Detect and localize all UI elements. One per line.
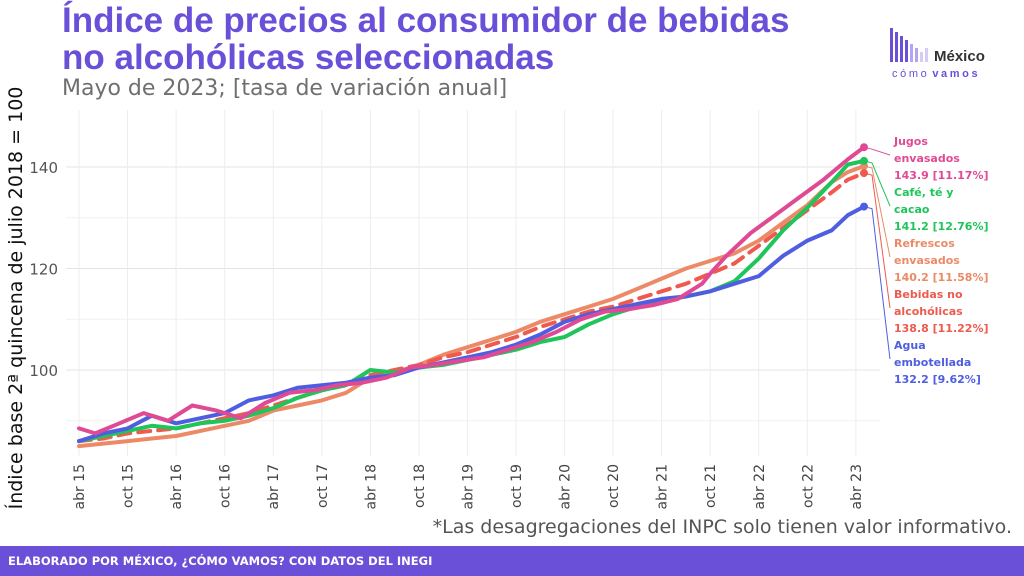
series-label-line2-cafe: cacao <box>894 203 930 216</box>
x-tick-label: oct 22 <box>800 464 816 508</box>
footer-bar: ELABORADO POR MÉXICO, ¿CÓMO VAMOS? CON D… <box>0 546 1024 576</box>
series-line-cafe <box>77 158 866 444</box>
series-lines <box>77 143 868 449</box>
x-tick-label: abr 17 <box>266 464 282 510</box>
series-value-label-cafe: 141.2 [12.76%] <box>894 220 989 233</box>
series-line-refrescos <box>77 164 866 449</box>
footnote: *Las desagregaciones del INPC solo tiene… <box>432 516 1012 538</box>
label-connector-refrescos <box>863 165 891 258</box>
axes: 100 120 140 abr 15 oct 15 abr 16 oct 16 abr 17 o… <box>4 87 865 510</box>
logo-bars-icon <box>890 28 928 62</box>
grid <box>66 110 880 456</box>
series-endpoint-agua <box>860 202 868 211</box>
logo-line2-b: vamos <box>932 68 980 80</box>
y-axis-title: Índice base 2ª quincena de julio 2018 = … <box>4 87 27 510</box>
series-labels: Jugos envasados 143.9 [11.17%] Café, té y ca… <box>863 135 989 386</box>
series-line-bebidas <box>77 171 866 444</box>
series-value-label-bebidas: 138.8 [11.22%] <box>894 322 989 335</box>
x-tick-label: abr 19 <box>460 464 476 510</box>
series-label-line2-jugos: envasados <box>894 152 960 165</box>
x-tick-label: abr 20 <box>558 464 574 510</box>
line-chart: Jugos envasados 143.9 [11.17%] Café, té y ca… <box>4 87 989 510</box>
series-label-line2-bebidas: alcohólicas <box>894 305 963 318</box>
series-label-line2-refrescos: envasados <box>894 254 960 267</box>
x-tick-label: abr 23 <box>849 464 865 510</box>
label-connector-cafe <box>863 160 891 207</box>
x-tick-label: abr 21 <box>655 464 671 510</box>
series-label-line2-agua: embotellada <box>894 356 971 369</box>
label-connector-agua <box>863 206 891 360</box>
mexico-como-vamos-logo: México cómo vamos <box>890 28 985 80</box>
footer-text: ELABORADO POR MÉXICO, ¿CÓMO VAMOS? CON D… <box>8 554 433 568</box>
x-tick-label: oct 17 <box>315 464 331 508</box>
label-connector-bebidas <box>863 172 891 309</box>
series-line-agua <box>77 204 866 444</box>
y-tick-label: 100 <box>29 362 58 380</box>
series-label-line1-bebidas: Bebidas no <box>894 288 963 301</box>
x-tick-label: oct 15 <box>121 464 137 508</box>
x-tick-label: oct 16 <box>218 464 234 508</box>
x-tick-label: oct 21 <box>703 464 719 508</box>
x-tick-label: abr 18 <box>363 464 379 510</box>
x-tick-label: abr 22 <box>752 464 768 510</box>
x-tick-label: oct 19 <box>509 464 525 508</box>
y-tick-label: 140 <box>29 159 58 177</box>
series-value-label-agua: 132.2 [9.62%] <box>894 373 981 386</box>
series-value-label-refrescos: 140.2 [11.58%] <box>894 271 989 284</box>
x-tick-label: abr 16 <box>169 464 185 510</box>
series-label-line1-agua: Agua <box>894 339 926 352</box>
label-connector-jugos <box>863 146 891 156</box>
series-label-line1-cafe: Café, té y <box>894 186 953 199</box>
series-endpoint-bebidas <box>860 169 868 178</box>
x-tick-label: oct 18 <box>412 464 428 508</box>
x-tick-label: abr 15 <box>72 464 88 510</box>
chart-title: Índice de precios al consumidor de bebid… <box>62 1 790 77</box>
y-tick-label: 120 <box>29 261 58 279</box>
series-value-label-jugos: 143.9 [11.17%] <box>894 169 989 182</box>
x-tick-label: oct 20 <box>606 464 622 508</box>
logo-line2-a: cómo <box>892 68 929 80</box>
series-label-line1-refrescos: Refrescos <box>894 237 955 250</box>
logo-line1: México <box>934 48 985 65</box>
chart-subtitle: Mayo de 2023; [tasa de variación anual] <box>62 76 508 101</box>
series-line-jugos <box>77 145 866 436</box>
series-label-line1-jugos: Jugos <box>893 135 928 148</box>
